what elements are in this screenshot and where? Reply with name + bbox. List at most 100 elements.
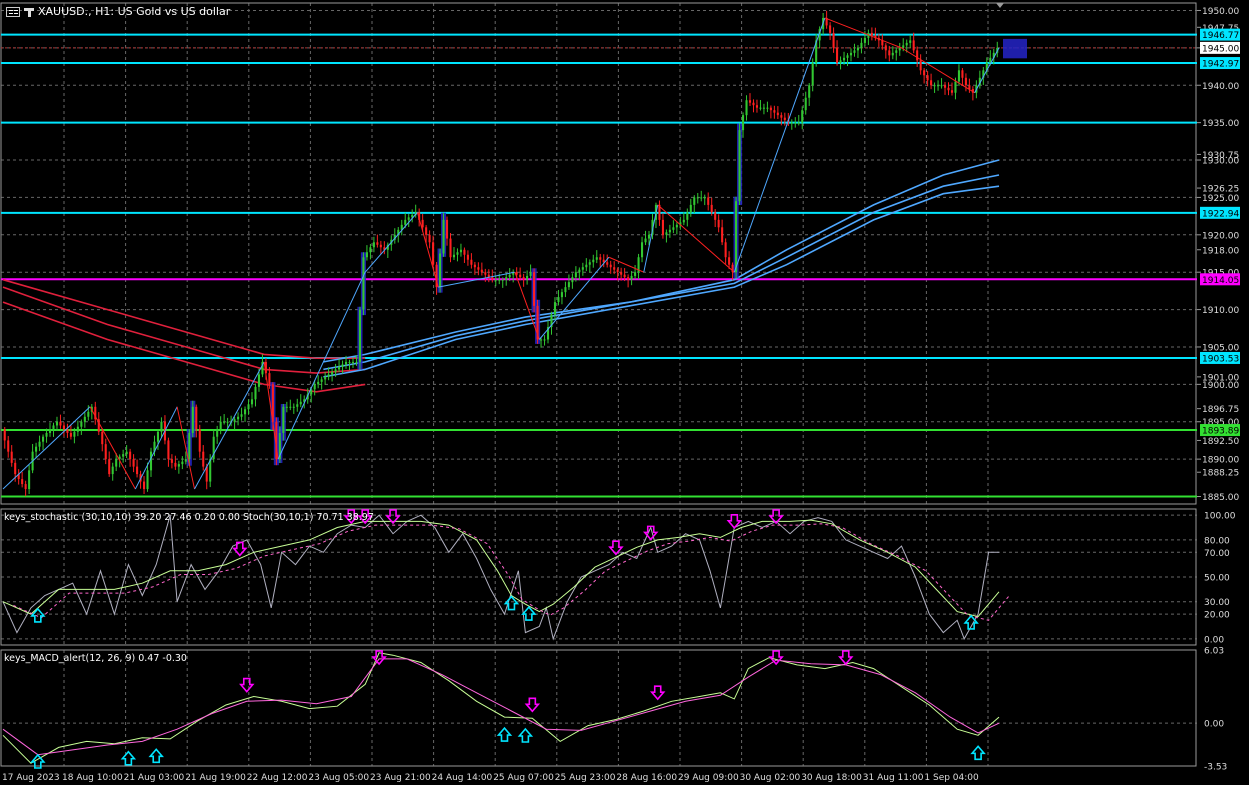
candle-bear: [602, 259, 605, 263]
candle-bear: [129, 451, 132, 460]
candle-bull: [989, 57, 992, 63]
candle-bull: [891, 52, 894, 56]
stoch-axis-label: 50.00: [1204, 574, 1230, 584]
candle-bull: [407, 217, 410, 220]
macd-up-arrow-icon: [148, 748, 164, 764]
candle-bull: [700, 197, 703, 199]
candle-bull: [808, 85, 811, 98]
candles: [3, 10, 999, 497]
candle-bear: [425, 227, 428, 235]
candle-bear: [964, 77, 967, 86]
candle-bull: [181, 461, 184, 465]
candle-bull: [794, 122, 797, 124]
candle-bull: [282, 406, 285, 433]
price-tick-label: 1940.00: [1202, 82, 1239, 92]
candle-bear: [104, 444, 107, 460]
candle-bull: [553, 302, 557, 315]
candle-bull: [505, 277, 508, 280]
candle-bull: [762, 107, 765, 109]
candle-bull: [226, 421, 229, 423]
time-tick-label: 21 Aug 19:00: [185, 773, 246, 783]
candle-bear: [477, 267, 480, 270]
candle-bear: [731, 264, 734, 273]
candle-bull: [125, 451, 128, 455]
candle-bull: [815, 40, 818, 63]
price-tick-label: 1935.00: [1202, 119, 1239, 129]
candle-bear: [17, 474, 20, 480]
candle-bear: [69, 432, 72, 437]
price-tick-label: 1901.00: [1202, 373, 1239, 383]
candle-bull: [846, 55, 849, 58]
candle-bull: [257, 374, 261, 387]
candle-bear: [888, 50, 891, 56]
candle-bull: [28, 470, 31, 490]
candle-bull: [905, 42, 908, 46]
price-tick-label: 1910.00: [1202, 306, 1239, 316]
zigzag-segment: [277, 271, 366, 460]
candle-bear: [884, 45, 887, 51]
symbol-title: XAUUSD., H1: US Gold vs US dollar: [38, 5, 231, 18]
macd-down-arrow-icon: [239, 677, 255, 693]
stoch-axis-label: 20.00: [1204, 611, 1230, 621]
candle-bull: [80, 421, 83, 427]
candle-bear: [832, 32, 835, 48]
zigzag-segment: [733, 17, 826, 273]
trade-tool-icon[interactable]: [24, 7, 34, 17]
candle-bear: [947, 87, 950, 91]
candle-bear: [466, 254, 469, 260]
candle-bull: [540, 339, 543, 341]
stoch-down-arrow-icon: [608, 540, 624, 556]
candle-bear: [519, 274, 522, 278]
candle-bull: [797, 122, 800, 124]
level-price-label: 1903.53: [1202, 354, 1239, 364]
candle-bear: [599, 257, 602, 260]
macd-down-arrow-icon: [371, 650, 387, 666]
candle-bull: [634, 272, 637, 276]
moving-average-red: [2, 301, 366, 393]
chart-window-icon[interactable]: [6, 6, 20, 17]
candle-bull: [735, 201, 738, 273]
candle-bear: [836, 47, 839, 63]
stoch-down-arrow-icon: [343, 509, 359, 525]
moving-average-red: [2, 278, 366, 360]
candle-bear: [428, 234, 431, 243]
candle-bull: [543, 339, 546, 341]
candle-bull: [348, 361, 351, 363]
candle-bear: [487, 274, 490, 278]
candle-bear: [912, 40, 915, 51]
candle-bear: [491, 277, 494, 280]
candle-bear: [710, 204, 713, 213]
time-tick-label: 22 Aug 12:00: [247, 773, 308, 783]
candle-bull: [237, 416, 240, 420]
level-price-box: [1200, 424, 1240, 437]
candle-bear: [205, 466, 208, 482]
zigzag-segment: [194, 361, 265, 490]
zone-box: [1003, 38, 1027, 59]
candle-bull: [42, 436, 45, 442]
candle-bear: [24, 484, 27, 490]
zigzag-segment: [657, 204, 735, 273]
candle-bull: [83, 416, 86, 422]
zigzag-segment: [824, 17, 902, 49]
candle-bear: [533, 272, 536, 306]
macd-axis-label: 0.00: [1204, 720, 1224, 730]
macd-axis-label: 6.03: [1204, 647, 1224, 657]
candle-bull: [362, 257, 365, 310]
candle-bear: [950, 90, 954, 93]
price-tick-label: 1930.75: [1202, 151, 1239, 161]
candle-bull: [592, 259, 595, 263]
candle-bull: [52, 425, 55, 430]
stoch-down-arrow-icon: [768, 509, 784, 525]
candle-bull: [574, 272, 577, 278]
candle-bear: [379, 244, 382, 248]
macd-label: keys_MACD_alert(12, 26, 9) 0.47 -0.30: [4, 653, 187, 664]
candle-bull: [146, 470, 149, 490]
zigzag-segment: [538, 256, 610, 340]
candle-bull: [849, 52, 853, 56]
candle-bear: [195, 406, 198, 430]
candle-bull: [250, 399, 254, 405]
candle-bear: [108, 459, 111, 475]
candle-bull: [324, 376, 327, 380]
level-price-label: 1942.97: [1202, 60, 1239, 70]
